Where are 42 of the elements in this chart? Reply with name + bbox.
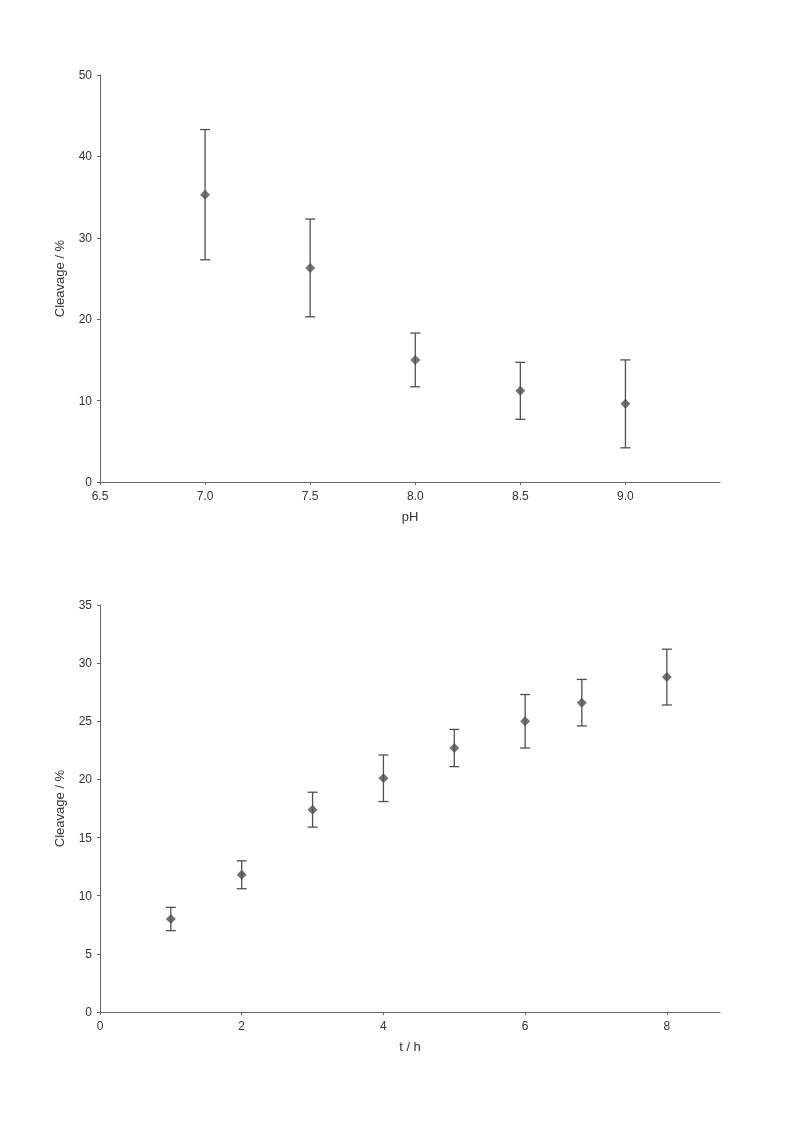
x-axis-title: t / h bbox=[399, 1039, 421, 1054]
point bbox=[520, 716, 531, 727]
y-tick-label: 30 bbox=[78, 656, 93, 671]
y-tick-label: 15 bbox=[78, 830, 93, 845]
x-tick-label: 7.5 bbox=[301, 489, 319, 503]
point bbox=[620, 398, 631, 409]
point bbox=[449, 743, 460, 754]
y-tick-label: 0 bbox=[85, 475, 93, 489]
x-tick-label: 8.0 bbox=[406, 489, 424, 503]
x-tick-label: 6.5 bbox=[91, 489, 109, 503]
x-tick-label: 8 bbox=[663, 1019, 671, 1033]
y-tick-label: 35 bbox=[78, 598, 93, 612]
point bbox=[378, 773, 389, 784]
y-tick-label: 5 bbox=[85, 946, 93, 961]
y-tick-label: 10 bbox=[78, 393, 93, 408]
y-tick-label: 40 bbox=[78, 149, 93, 164]
y-axis-title: Cleavage / % bbox=[52, 769, 67, 848]
y-tick-label: 20 bbox=[78, 312, 93, 327]
point bbox=[200, 189, 211, 200]
point bbox=[410, 354, 421, 365]
x-tick-label: 2 bbox=[238, 1019, 246, 1033]
point bbox=[661, 672, 672, 683]
point bbox=[236, 869, 247, 880]
y-tick-label: 30 bbox=[78, 230, 93, 245]
y-axis-title: Cleavage / % bbox=[52, 239, 67, 318]
x-tick-label: 4 bbox=[380, 1019, 388, 1033]
x-tick-label: 8.5 bbox=[512, 489, 529, 503]
y-tick-label: 25 bbox=[78, 714, 93, 729]
x-tick-label: 6 bbox=[521, 1019, 529, 1033]
point bbox=[307, 804, 318, 815]
point bbox=[165, 913, 176, 924]
y-tick-label: 50 bbox=[78, 68, 93, 82]
y-tick-label: 20 bbox=[78, 772, 93, 787]
x-tick-label: 9.0 bbox=[617, 489, 635, 503]
x-tick-label: 7.0 bbox=[196, 489, 214, 503]
x-tick-label: 0 bbox=[96, 1019, 104, 1033]
point bbox=[515, 385, 526, 396]
y-tick-label: 0 bbox=[85, 1005, 93, 1019]
point bbox=[576, 697, 587, 708]
x-axis-title: pH bbox=[401, 509, 419, 524]
point bbox=[305, 262, 316, 273]
y-tick-label: 10 bbox=[78, 888, 93, 903]
